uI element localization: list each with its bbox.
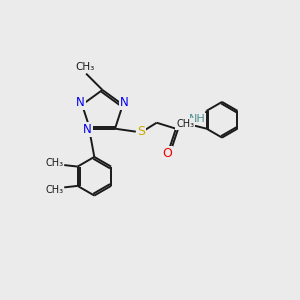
Text: N: N (76, 97, 85, 110)
Text: S: S (137, 125, 145, 138)
Text: CH₃: CH₃ (75, 62, 94, 72)
Text: N: N (83, 123, 92, 136)
Text: NH: NH (189, 114, 206, 124)
Text: CH₃: CH₃ (45, 158, 63, 168)
Text: O: O (162, 146, 172, 160)
Text: CH₃: CH₃ (176, 119, 194, 129)
Text: CH₃: CH₃ (45, 185, 63, 195)
Text: N: N (120, 97, 129, 110)
